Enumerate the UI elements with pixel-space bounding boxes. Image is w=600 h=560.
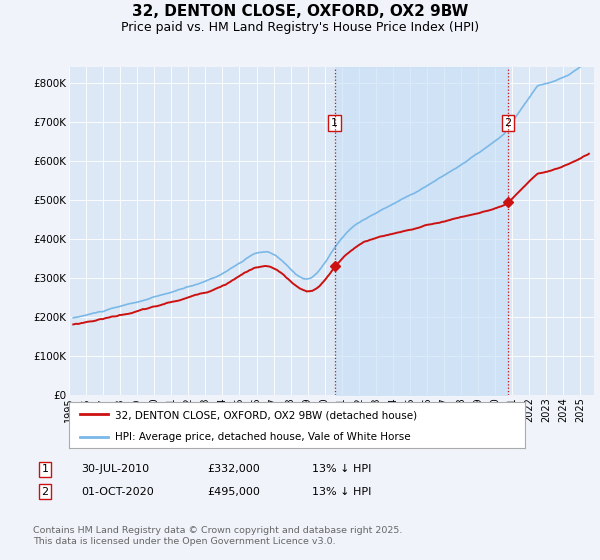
- Text: £495,000: £495,000: [207, 487, 260, 497]
- Text: 13% ↓ HPI: 13% ↓ HPI: [312, 464, 371, 474]
- Text: 2: 2: [41, 487, 49, 497]
- Text: 2: 2: [505, 118, 511, 128]
- Text: 32, DENTON CLOSE, OXFORD, OX2 9BW: 32, DENTON CLOSE, OXFORD, OX2 9BW: [132, 4, 468, 19]
- Text: 1: 1: [41, 464, 49, 474]
- Text: HPI: Average price, detached house, Vale of White Horse: HPI: Average price, detached house, Vale…: [115, 432, 410, 442]
- Text: Price paid vs. HM Land Registry's House Price Index (HPI): Price paid vs. HM Land Registry's House …: [121, 21, 479, 34]
- Text: 30-JUL-2010: 30-JUL-2010: [81, 464, 149, 474]
- Text: 01-OCT-2020: 01-OCT-2020: [81, 487, 154, 497]
- Text: 1: 1: [331, 118, 338, 128]
- Text: 32, DENTON CLOSE, OXFORD, OX2 9BW (detached house): 32, DENTON CLOSE, OXFORD, OX2 9BW (detac…: [115, 410, 417, 421]
- Text: 13% ↓ HPI: 13% ↓ HPI: [312, 487, 371, 497]
- Text: £332,000: £332,000: [207, 464, 260, 474]
- Text: Contains HM Land Registry data © Crown copyright and database right 2025.
This d: Contains HM Land Registry data © Crown c…: [33, 526, 403, 546]
